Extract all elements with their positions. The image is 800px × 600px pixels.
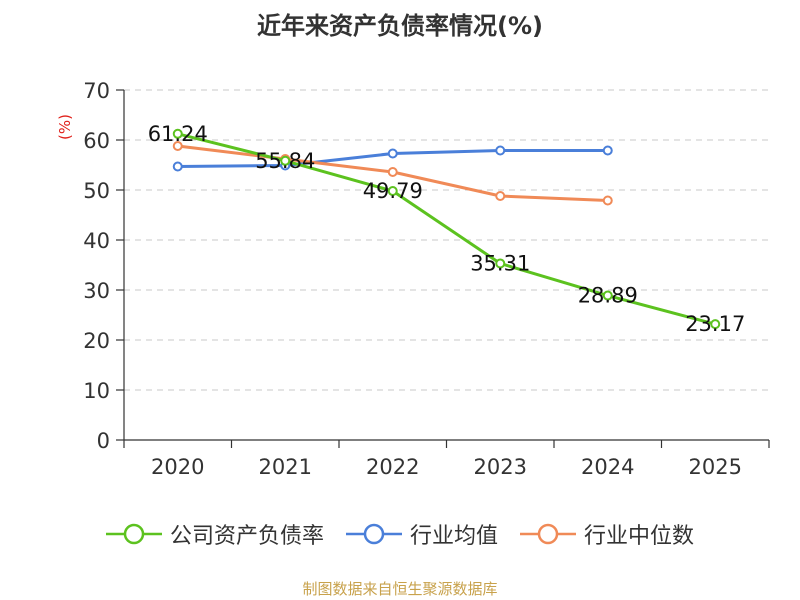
data-label: 55.84 xyxy=(255,149,315,173)
data-point xyxy=(172,128,183,139)
legend-label-industry-mean: 行业均值 xyxy=(409,524,498,549)
legend-item-industry-mean[interactable]: 行业均值 xyxy=(345,518,498,550)
data-point xyxy=(495,145,506,156)
x-tick-label: 2025 xyxy=(689,455,742,479)
legend-swatch-industry-mean xyxy=(345,523,402,545)
legend-label-industry-median: 行业中位数 xyxy=(584,524,695,549)
y-tick-label: 40 xyxy=(83,229,110,253)
data-point xyxy=(602,290,613,301)
y-tick-label: 60 xyxy=(83,129,110,153)
legend-item-industry-median[interactable]: 行业中位数 xyxy=(520,518,694,550)
data-point xyxy=(710,319,721,330)
legend-item-company[interactable]: 公司资产负债率 xyxy=(105,518,324,550)
x-tick-label: 2021 xyxy=(259,455,312,479)
x-tick-label: 2022 xyxy=(366,455,419,479)
legend-label-company: 公司资产负债率 xyxy=(169,524,324,549)
x-tick-label: 2020 xyxy=(151,455,204,479)
data-point xyxy=(602,145,613,156)
data-point xyxy=(280,155,291,166)
y-tick-label: 10 xyxy=(83,379,110,403)
legend: 公司资产负债率 行业均值 行业中位数 xyxy=(0,518,800,550)
series-line xyxy=(177,132,716,326)
data-point xyxy=(387,148,398,159)
y-tick-label: 50 xyxy=(83,179,110,203)
data-point xyxy=(495,191,506,201)
data-label: 49.79 xyxy=(363,179,423,203)
data-point xyxy=(172,141,183,151)
data-label: 28.89 xyxy=(578,284,638,308)
data-point xyxy=(602,195,613,206)
y-tick-label: 70 xyxy=(83,79,110,103)
data-label: 61.24 xyxy=(148,122,208,146)
data-point xyxy=(387,186,398,197)
legend-swatch-company xyxy=(105,523,162,545)
x-tick-label: 2023 xyxy=(474,455,527,479)
x-tick-label: 2024 xyxy=(581,455,634,479)
data-label: 23.17 xyxy=(685,312,745,336)
data-point xyxy=(387,167,398,177)
source-note: 制图数据来自恒生聚源数据库 xyxy=(302,580,498,598)
data-label: 35.31 xyxy=(470,251,530,275)
legend-swatch-industry-median xyxy=(520,523,576,545)
y-tick-label: 0 xyxy=(97,429,110,453)
y-tick-label: 30 xyxy=(83,279,110,303)
y-tick-label: 20 xyxy=(83,329,110,353)
data-point xyxy=(495,258,506,269)
chart-title: 近年来资产负债率情况(%) xyxy=(257,12,543,40)
data-point xyxy=(172,161,183,172)
